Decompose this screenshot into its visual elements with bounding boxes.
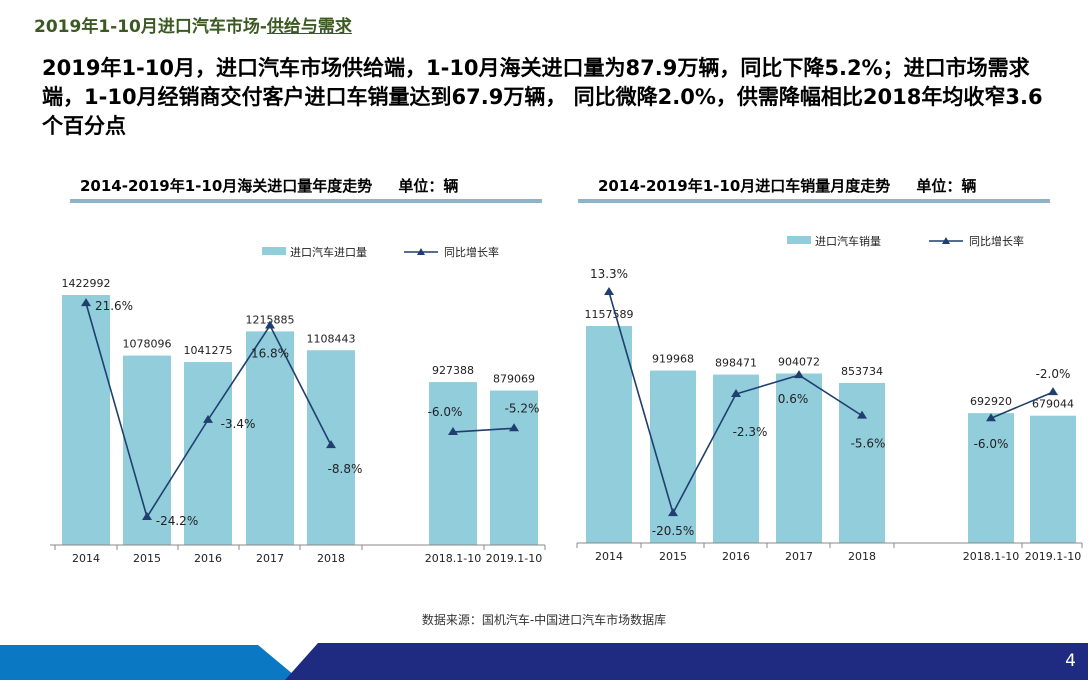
x-tick-label: 2017 [256, 552, 284, 565]
x-tick-label: 2018.1-10 [963, 550, 1019, 563]
legend-triangle-icon [417, 248, 425, 255]
growth-marker [1048, 387, 1058, 396]
summary-text: 2019年1-10月，进口汽车市场供给端，1-10月海关进口量为87.9万辆，同… [42, 56, 1043, 138]
legend-bar-label: 进口汽车进口量 [290, 245, 367, 259]
x-tick-label: 2018 [848, 550, 876, 563]
bar [62, 295, 110, 545]
bar [1030, 415, 1076, 543]
x-tick-label: 2017 [785, 550, 813, 563]
growth-label: -20.5% [652, 524, 694, 538]
growth-line [452, 427, 515, 433]
growth-label: -8.8% [328, 462, 363, 476]
bar-value-label: 1157589 [585, 308, 634, 321]
x-tick-label: 2014 [72, 552, 100, 565]
growth-marker [604, 287, 614, 296]
bar-value-label: 919968 [652, 353, 694, 366]
chart2-title: 2014-2019年1-10月进口车销量月度走势 单位：辆 [598, 175, 976, 196]
bar-value-label: 853734 [841, 365, 883, 378]
x-tick-label: 2014 [595, 550, 623, 563]
footer-band-dark [285, 643, 1088, 680]
growth-label: 21.6% [95, 299, 133, 313]
growth-label: -6.0% [428, 405, 463, 419]
bar [776, 373, 822, 543]
bar-value-label: 879069 [493, 373, 535, 386]
bar [586, 326, 632, 543]
legend-line-label: 同比增长率 [444, 245, 499, 259]
growth-label: 13.3% [590, 267, 628, 281]
growth-label: 16.8% [251, 347, 289, 361]
chart1-title-text: 2014-2019年1-10月海关进口量年度走势 [80, 177, 373, 195]
bar-value-label: 904072 [778, 356, 820, 369]
x-tick-label: 2016 [194, 552, 222, 565]
growth-marker [731, 389, 741, 398]
growth-marker [668, 508, 678, 517]
x-tick-label: 2015 [133, 552, 161, 565]
growth-label: -24.2% [156, 514, 198, 528]
legend-bar-swatch [787, 236, 811, 244]
growth-marker [265, 320, 275, 329]
bar [490, 390, 538, 545]
chart2-title-text: 2014-2019年1-10月进口车销量月度走势 [598, 177, 891, 195]
growth-label: 0.6% [778, 392, 809, 406]
legend-line-label: 同比增长率 [969, 234, 1024, 248]
page-number: 4 [1065, 651, 1076, 671]
growth-marker [142, 512, 152, 521]
bar-value-label: 1078096 [123, 338, 172, 351]
title-main: 2019年1-10月进口汽车市场- [34, 17, 267, 37]
growth-label: -5.2% [505, 401, 540, 415]
bar [246, 331, 294, 545]
growth-marker [857, 410, 867, 419]
growth-label: -2.3% [733, 425, 768, 439]
bar [184, 362, 232, 545]
bar-value-label: 1422992 [62, 277, 111, 290]
growth-marker [203, 414, 213, 423]
chart2-unit: 单位：辆 [916, 177, 977, 195]
bar [713, 374, 759, 543]
legend-bar-swatch [262, 247, 286, 255]
x-tick-label: 2015 [659, 550, 687, 563]
chart2-title-underline [578, 199, 1050, 203]
bar [429, 382, 477, 545]
bar-value-label: 1041275 [184, 344, 233, 357]
x-tick-label: 2019.1-10 [1025, 550, 1081, 563]
legend-triangle-icon [942, 237, 950, 244]
growth-label: -6.0% [974, 437, 1009, 451]
growth-marker [794, 370, 804, 379]
legend-bar-label: 进口汽车销量 [815, 234, 881, 248]
growth-marker [509, 423, 519, 432]
title-highlight: 供给与需求 [266, 17, 352, 37]
bar-value-label: 1215885 [246, 313, 295, 326]
data-source: 数据来源：国机汽车-中国进口汽车市场数据库 [421, 613, 667, 627]
growth-marker [81, 298, 91, 307]
x-tick-label: 2018.1-10 [425, 552, 481, 565]
footer-band-light [0, 645, 300, 680]
bar-value-label: 679044 [1032, 398, 1074, 411]
chart1-title: 2014-2019年1-10月海关进口量年度走势 单位：辆 [80, 175, 458, 196]
bar [968, 413, 1014, 543]
bar-value-label: 898471 [715, 357, 757, 370]
growth-label: -3.4% [221, 417, 256, 431]
growth-marker [986, 413, 996, 422]
growth-label: -2.0% [1036, 367, 1071, 381]
bar-value-label: 927388 [432, 364, 474, 377]
bar [839, 382, 885, 543]
growth-marker [326, 440, 336, 449]
bar-value-label: 692920 [970, 395, 1012, 408]
page-title: 2019年1-10月进口汽车市场-供给与需求 [34, 12, 352, 37]
x-tick-label: 2018 [317, 552, 345, 565]
growth-marker [448, 427, 458, 436]
x-tick-label: 2019.1-10 [486, 552, 542, 565]
growth-label: -5.6% [851, 437, 886, 451]
x-tick-label: 2016 [722, 550, 750, 563]
growth-line [990, 391, 1054, 419]
chart1-unit: 单位：辆 [398, 177, 459, 195]
bar-value-label: 1108443 [307, 332, 356, 345]
chart1-title-underline [70, 199, 542, 203]
